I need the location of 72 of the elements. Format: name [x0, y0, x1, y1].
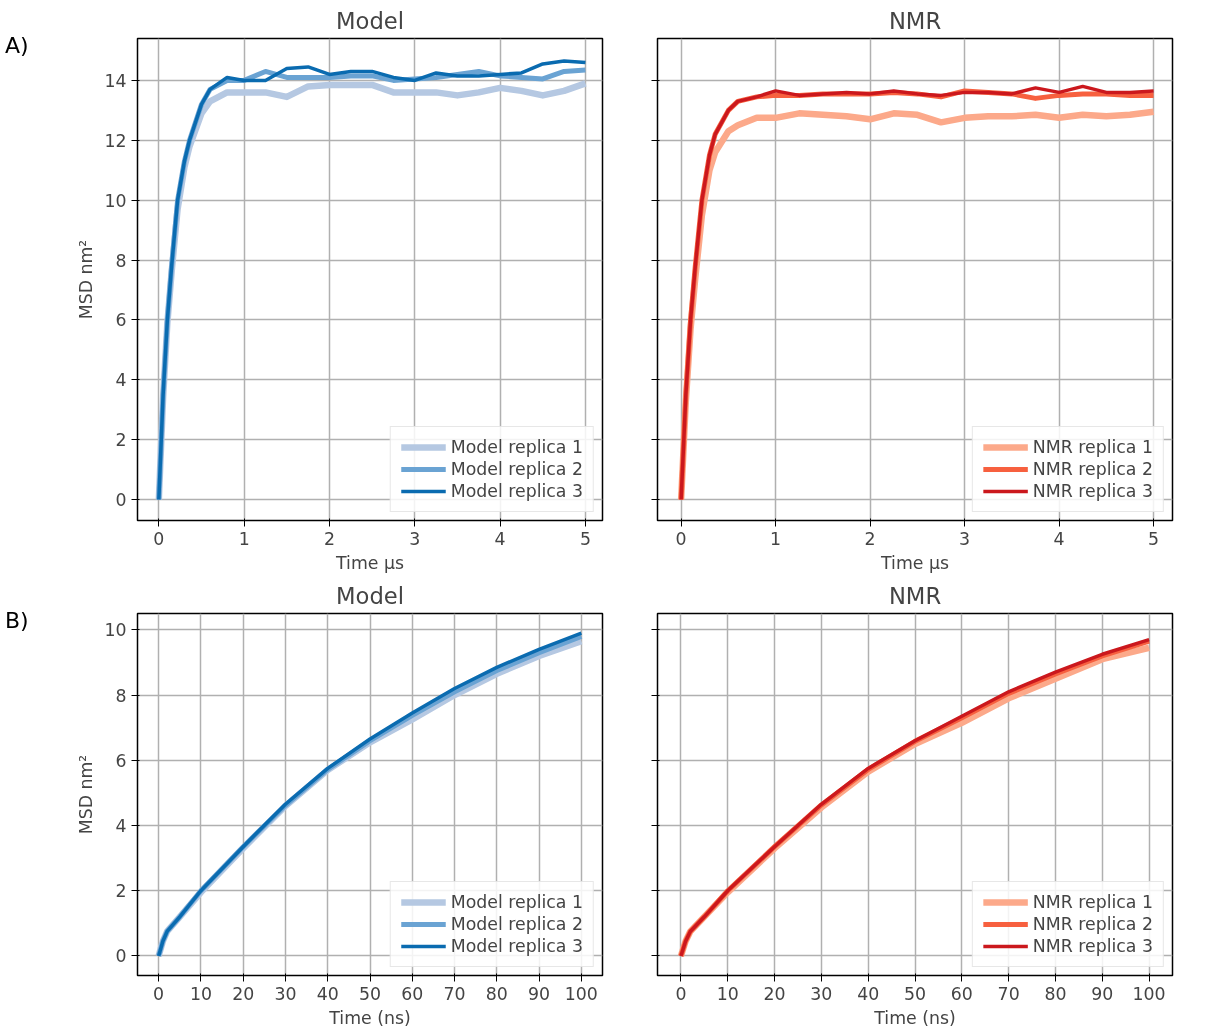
x-tick-label: 70 — [443, 983, 466, 1004]
y-tick-label: 6 — [115, 750, 127, 771]
x-tick-label: 30 — [274, 983, 297, 1004]
chart-title: NMR — [888, 7, 942, 34]
legend-label: Model replica 3 — [450, 481, 583, 501]
y-tick-label: 4 — [115, 370, 127, 391]
x-tick-label: 50 — [358, 983, 382, 1004]
y-tick-label: 4 — [115, 815, 127, 836]
text: A) — [5, 32, 29, 60]
x-tick-label: 5 — [579, 528, 591, 549]
y-tick-label: 2 — [115, 881, 127, 902]
y-tick-label: 2 — [115, 430, 127, 451]
y-tick-label: 0 — [115, 490, 127, 511]
x-tick-label: 20 — [763, 983, 786, 1004]
x-tick-label: 1 — [770, 528, 782, 549]
y-axis-title: MSD nm² — [76, 754, 97, 835]
x-tick-label: 100 — [1132, 983, 1166, 1004]
x-tick-label: 2 — [864, 528, 876, 549]
y-axis-title: MSD nm² — [76, 239, 97, 320]
x-tick-label: 80 — [485, 983, 508, 1004]
x-tick-label: 5 — [1148, 528, 1160, 549]
y-tick-label: 6 — [115, 310, 127, 331]
x-tick-label: 0 — [153, 983, 165, 1004]
y-tick-label: 8 — [115, 685, 127, 706]
x-tick-label: 20 — [232, 983, 255, 1004]
x-tick-label: 10 — [716, 983, 739, 1004]
legend-label: Model replica 2 — [450, 459, 583, 479]
x-tick-label: 30 — [810, 983, 833, 1004]
legend-label: Model replica 1 — [450, 892, 583, 912]
x-tick-label: 0 — [153, 528, 165, 549]
legend-label: NMR replica 3 — [1032, 481, 1153, 501]
x-tick-label: 0 — [675, 983, 687, 1004]
y-tick-label: 12 — [104, 130, 127, 151]
chart-title: Model — [335, 7, 405, 34]
x-axis-title: Time (ns) — [873, 1007, 956, 1028]
legend-label: NMR replica 3 — [1032, 936, 1153, 956]
y-tick-label: 0 — [115, 946, 127, 967]
y-tick-label: 10 — [104, 620, 127, 641]
text: B) — [5, 607, 29, 635]
chart-title: NMR — [888, 582, 942, 609]
y-tick-label: 10 — [104, 190, 127, 211]
legend-label: NMR replica 1 — [1032, 892, 1153, 912]
legend-label: Model replica 3 — [450, 936, 583, 956]
y-tick-label: 14 — [104, 70, 127, 91]
x-axis-title: Time µs — [335, 552, 404, 573]
legend-label: NMR replica 2 — [1032, 459, 1153, 479]
x-tick-label: 0 — [675, 528, 687, 549]
legend-label: NMR replica 1 — [1032, 437, 1153, 457]
x-tick-label: 80 — [1044, 983, 1067, 1004]
x-tick-label: 2 — [323, 528, 335, 549]
x-tick-label: 3 — [409, 528, 421, 549]
x-tick-label: 4 — [494, 528, 506, 549]
legend-label: Model replica 2 — [450, 914, 583, 934]
x-tick-label: 40 — [857, 983, 880, 1004]
x-tick-label: 90 — [1091, 983, 1114, 1004]
x-tick-label: 100 — [564, 983, 598, 1004]
x-tick-label: 50 — [903, 983, 927, 1004]
x-tick-label: 60 — [401, 983, 424, 1004]
x-tick-label: 60 — [950, 983, 973, 1004]
x-tick-label: 1 — [238, 528, 250, 549]
x-tick-label: 4 — [1053, 528, 1065, 549]
x-tick-label: 3 — [959, 528, 971, 549]
y-tick-label: 8 — [115, 250, 127, 271]
x-tick-label: 70 — [997, 983, 1020, 1004]
legend-label: Model replica 1 — [450, 437, 583, 457]
x-tick-label: 40 — [316, 983, 339, 1004]
chart-title: Model — [335, 582, 405, 609]
x-axis-title: Time (ns) — [328, 1007, 411, 1028]
legend-label: NMR replica 2 — [1032, 914, 1153, 934]
x-tick-label: 10 — [189, 983, 212, 1004]
x-axis-title: Time µs — [880, 552, 949, 573]
x-tick-label: 90 — [528, 983, 551, 1004]
